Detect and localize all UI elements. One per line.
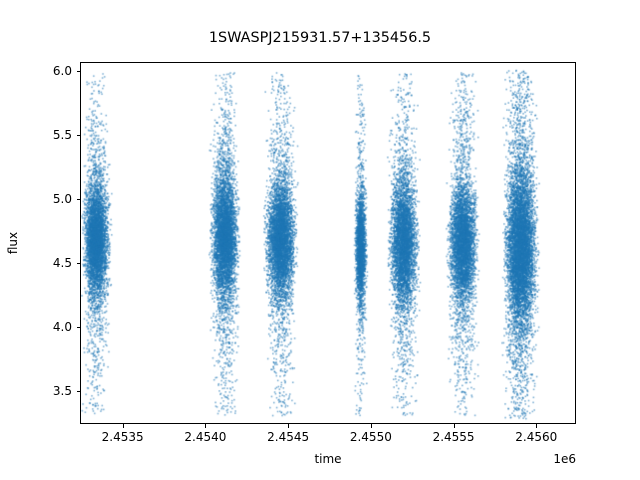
chart-title: 1SWASPJ215931.57+135456.5 xyxy=(208,30,432,46)
y-tick-mark xyxy=(76,134,80,136)
plot-axes-frame xyxy=(80,62,576,424)
y-tick-label: 4.0 xyxy=(52,319,72,334)
y-tick-mark xyxy=(76,326,80,328)
scatter-plot-canvas xyxy=(81,63,575,423)
x-tick-mark xyxy=(536,424,538,428)
x-tick-mark xyxy=(205,424,207,428)
y-tick-mark xyxy=(76,262,80,264)
x-tick-label: 2.4545 xyxy=(267,430,310,444)
x-tick-label: 2.4535 xyxy=(101,430,144,444)
y-tick-label: 5.0 xyxy=(52,191,72,206)
y-tick-label: 3.5 xyxy=(52,383,72,398)
x-axis-offset-text: 1e6 xyxy=(553,452,576,466)
y-tick-label: 6.0 xyxy=(52,63,72,78)
y-axis-label: flux xyxy=(6,231,20,255)
x-tick-mark xyxy=(122,424,124,428)
y-tick-label: 5.5 xyxy=(52,127,72,142)
x-tick-mark xyxy=(288,424,290,428)
y-tick-label: 4.5 xyxy=(52,255,72,270)
x-tick-mark xyxy=(370,424,372,428)
x-tick-label: 2.4560 xyxy=(515,430,558,444)
y-tick-mark xyxy=(76,70,80,72)
x-axis-label: time xyxy=(314,452,342,466)
x-tick-label: 2.4550 xyxy=(349,430,392,444)
x-tick-label: 2.4540 xyxy=(184,430,227,444)
x-tick-label: 2.4555 xyxy=(432,430,475,444)
y-tick-mark xyxy=(76,390,80,392)
x-tick-mark xyxy=(453,424,455,428)
y-tick-mark xyxy=(76,198,80,200)
